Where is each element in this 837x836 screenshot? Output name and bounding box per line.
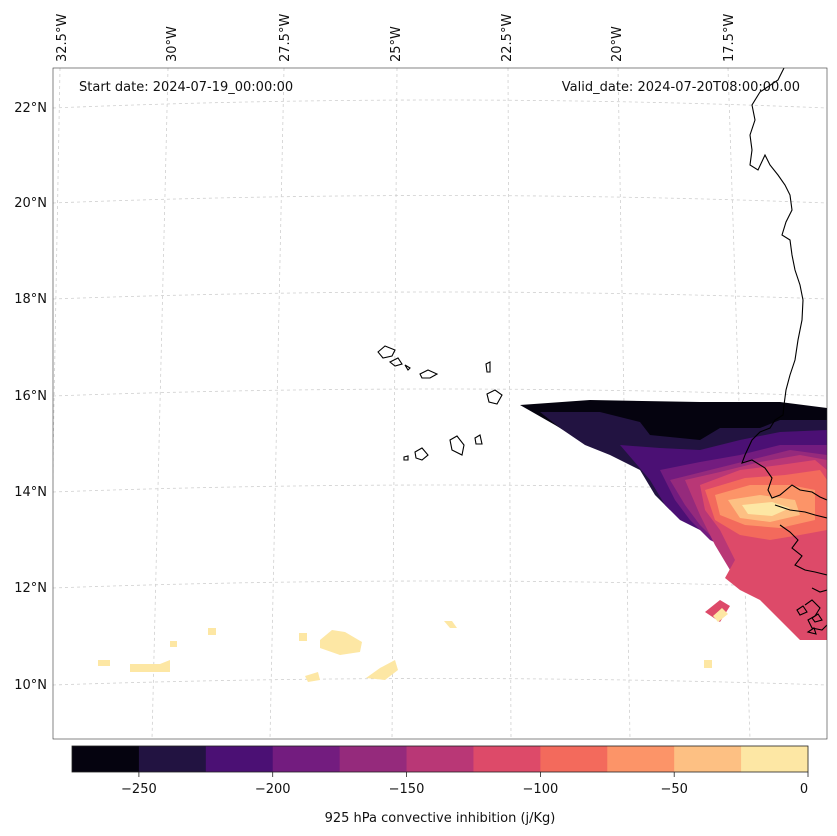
colorbar-swatch (72, 746, 140, 772)
lon-label: 25°W (389, 26, 404, 62)
start-date-text: Start date: 2024-07-19_00:00:00 (79, 80, 293, 95)
lat-label: 20°N (14, 196, 47, 211)
colorbar-swatch (607, 746, 675, 772)
colorbar-swatch (272, 746, 341, 772)
longitude-labels: 32.5°W 30°W 27.5°W 25°W 22.5°W 20°W 17.5… (55, 14, 737, 62)
graticule (53, 68, 827, 739)
colorbar-swatch (138, 746, 207, 772)
colorbar-tick-label: −50 (660, 782, 687, 797)
cin-scatter-patches (98, 608, 728, 682)
colorbar-swatch (540, 746, 608, 772)
map-frame (52, 67, 828, 740)
colorbar-swatches (72, 746, 809, 772)
lat-label: 16°N (14, 389, 47, 404)
colorbar-swatch (473, 746, 541, 772)
colorbar-label: 925 hPa convective inhibition (j/Kg) (325, 811, 556, 826)
colorbar-swatch (741, 746, 809, 772)
colorbar-swatch (205, 746, 274, 772)
lat-label: 10°N (14, 678, 47, 693)
bijagos-islands (796, 605, 823, 635)
valid-date-text: Valid_date: 2024-07-20T08:00:00.00 (562, 80, 800, 95)
colorbar-tick-label: −100 (523, 782, 559, 797)
colorbar: −250 −200 −150 −100 −50 0 925 hPa convec… (71, 745, 809, 826)
lat-label: 12°N (14, 581, 47, 596)
lon-label: 22.5°W (500, 14, 515, 62)
colorbar-ticks (138, 772, 809, 777)
colorbar-swatch (674, 746, 742, 772)
cin-patch-east (705, 600, 730, 622)
gambia-estuary (774, 504, 827, 519)
colorbar-swatch (406, 746, 474, 772)
lon-label: 17.5°W (722, 14, 737, 62)
lon-label: 30°W (165, 26, 180, 62)
colorbar-outline (71, 745, 809, 773)
colorbar-tick-label: −150 (389, 782, 425, 797)
cape-verde-islands (377, 345, 503, 461)
coastlines (377, 68, 827, 635)
lon-label: 20°W (610, 26, 625, 62)
africa-coastline (741, 68, 827, 501)
lat-label: 14°N (14, 485, 47, 500)
colorbar-tick-label: 0 (800, 782, 808, 797)
lat-label: 18°N (14, 292, 47, 307)
lon-label: 32.5°W (55, 14, 70, 62)
colorbar-swatch (339, 746, 408, 772)
lon-label: 27.5°W (278, 14, 293, 62)
latitude-labels: 22°N 20°N 18°N 16°N 14°N 12°N 10°N (14, 101, 47, 693)
lat-label: 22°N (14, 101, 47, 116)
colorbar-tick-label: −250 (121, 782, 157, 797)
colorbar-tick-label: −200 (255, 782, 291, 797)
